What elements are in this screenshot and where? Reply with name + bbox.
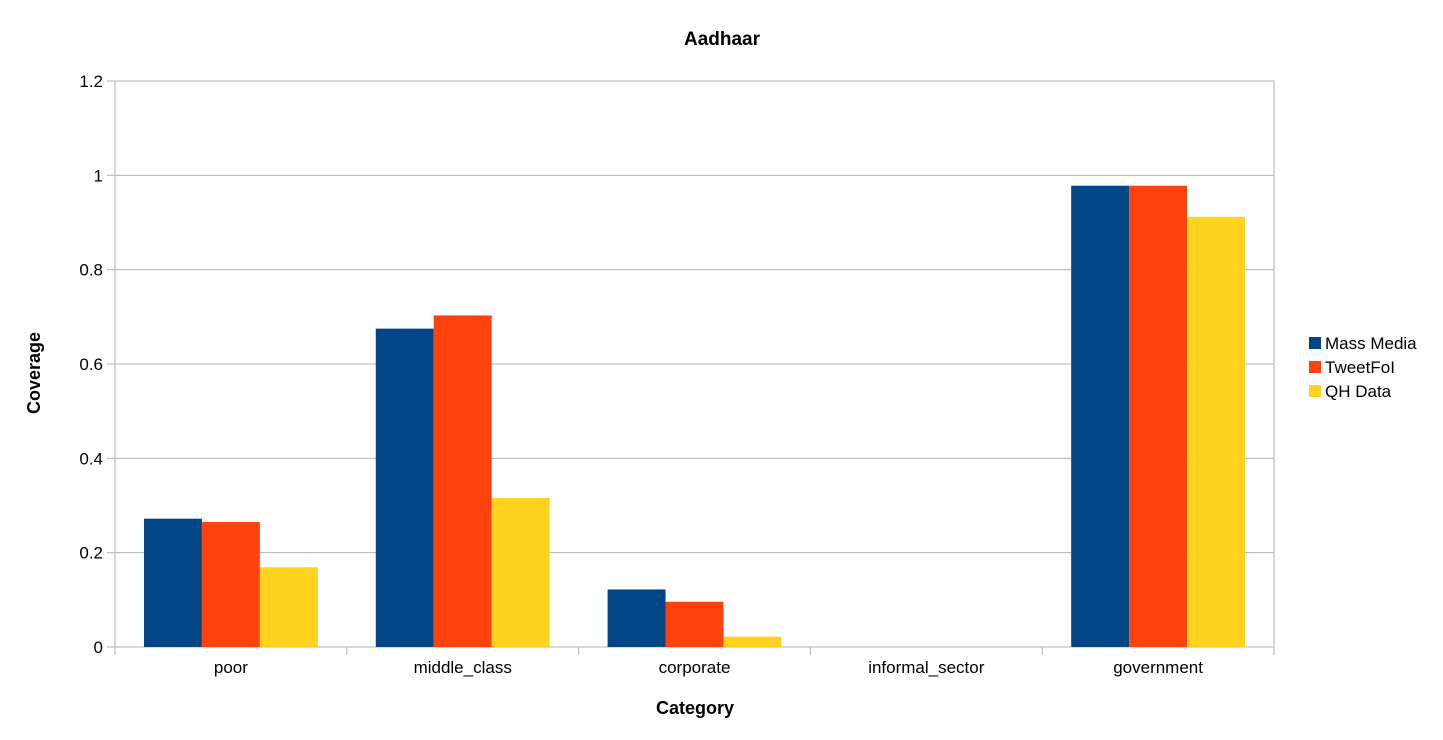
y-tick-label: 1.2 [79, 72, 103, 91]
legend-swatch [1309, 337, 1321, 349]
bar [1071, 185, 1130, 647]
legend-label: QH Data [1325, 382, 1392, 401]
bar [201, 522, 260, 647]
x-tick-label: middle_class [414, 658, 512, 677]
y-tick-label: 0.6 [79, 355, 103, 374]
bar [1129, 185, 1188, 647]
bar [433, 315, 492, 647]
y-tick-label: 1 [94, 166, 103, 185]
bar [143, 518, 202, 647]
bar [665, 601, 724, 647]
x-tick-label: corporate [659, 658, 731, 677]
chart-title: Aadhaar [684, 29, 761, 50]
bar [1187, 216, 1246, 647]
x-tick-labels: poor middle_class corporate informal_sector… [214, 658, 1203, 677]
bar [607, 589, 666, 647]
legend-swatch [1309, 385, 1321, 397]
y-tick-label: 0.2 [79, 544, 103, 563]
legend-label: TweetFoI [1325, 358, 1395, 377]
y-tick-label: 0.8 [79, 261, 103, 280]
axes [107, 80, 1275, 655]
y-tick-labels: 0 0.2 0.4 0.6 0.8 1 1.2 [79, 72, 103, 657]
y-axis-title: Coverage [24, 332, 44, 414]
x-tick-label: poor [214, 658, 248, 677]
x-tick-label: government [1113, 658, 1203, 677]
legend: Mass Media TweetFoI QH Data [1309, 334, 1417, 401]
legend-label: Mass Media [1325, 334, 1417, 353]
legend-swatch [1309, 361, 1321, 373]
bar [723, 636, 782, 647]
bar [491, 497, 550, 647]
y-tick-label: 0.4 [79, 449, 103, 468]
y-tick-label: 0 [94, 638, 103, 657]
bar [375, 328, 434, 647]
x-tick-label: informal_sector [868, 658, 985, 677]
bars [143, 185, 1246, 647]
x-axis-title: Category [656, 698, 734, 718]
bar [259, 567, 318, 647]
